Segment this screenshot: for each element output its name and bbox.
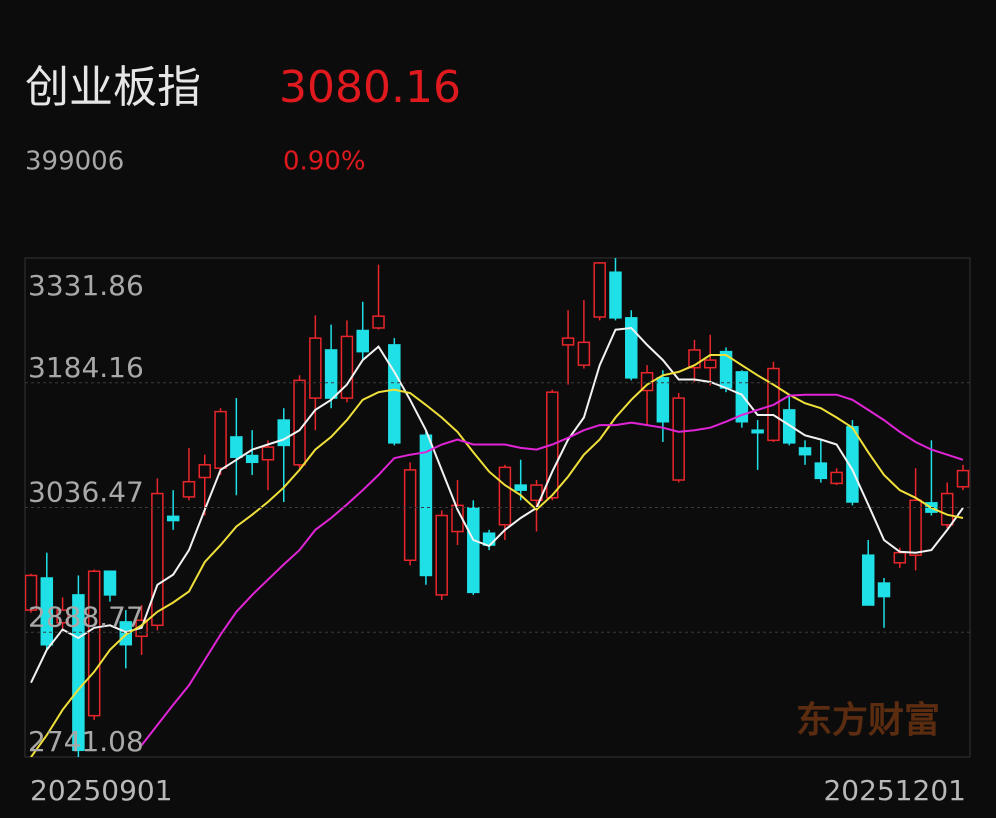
candle-body bbox=[166, 515, 180, 522]
candle-body bbox=[656, 377, 670, 423]
candle-body bbox=[419, 434, 433, 577]
candle-body bbox=[909, 499, 922, 556]
candle-body bbox=[309, 337, 322, 399]
candle-body bbox=[403, 469, 417, 562]
candle-body bbox=[704, 359, 717, 369]
candle-body bbox=[561, 337, 575, 346]
candle-body bbox=[261, 446, 275, 461]
x-tick-label: 20251201 bbox=[823, 774, 966, 807]
candle-body bbox=[324, 349, 338, 399]
candle-body bbox=[751, 429, 764, 434]
index-change: 0.90% bbox=[283, 147, 366, 177]
y-tick-label: 2888.77 bbox=[28, 600, 144, 633]
moving-average-line bbox=[140, 393, 964, 746]
candle-body bbox=[814, 462, 828, 480]
y-tick-label: 3036.47 bbox=[28, 476, 144, 509]
candle-body bbox=[893, 551, 907, 564]
index-price: 3080.16 bbox=[279, 62, 461, 113]
candle-body bbox=[293, 379, 306, 466]
candle-body bbox=[151, 492, 164, 627]
candle-body bbox=[245, 454, 259, 464]
candle-body bbox=[198, 464, 212, 479]
candle-body bbox=[230, 436, 243, 458]
candle-body bbox=[277, 419, 290, 447]
candle-body bbox=[435, 514, 448, 596]
y-tick-label: 3331.86 bbox=[28, 269, 144, 302]
candle-body bbox=[688, 349, 701, 369]
candle-body bbox=[388, 344, 401, 444]
candle-body bbox=[25, 574, 38, 611]
candle-body bbox=[956, 469, 970, 488]
candle-body bbox=[498, 466, 512, 526]
candle-body bbox=[940, 492, 954, 526]
candle-body bbox=[625, 317, 638, 379]
candle-body bbox=[672, 397, 685, 481]
candle-body bbox=[609, 271, 622, 319]
candle-body bbox=[182, 480, 196, 498]
candle-body bbox=[372, 315, 385, 329]
candle-body bbox=[87, 570, 101, 717]
candle-body bbox=[514, 484, 527, 491]
plot-area bbox=[25, 258, 970, 757]
candle-body bbox=[103, 570, 117, 596]
candle-body bbox=[798, 447, 812, 456]
y-tick-label: 2741.08 bbox=[28, 725, 144, 758]
index-name: 创业板指 bbox=[25, 62, 201, 113]
moving-average-line bbox=[30, 354, 964, 757]
candle-body bbox=[56, 609, 69, 624]
candle-body bbox=[467, 507, 480, 594]
candle-body bbox=[735, 371, 749, 423]
candle-body bbox=[72, 594, 85, 752]
candle-body bbox=[577, 341, 591, 366]
candle-body bbox=[782, 409, 796, 444]
y-tick-label: 3184.16 bbox=[28, 351, 144, 384]
candle-body bbox=[356, 329, 369, 353]
candle-body bbox=[119, 621, 133, 646]
index-code: 399006 bbox=[25, 147, 124, 177]
candle-body bbox=[830, 471, 843, 485]
plot-frame bbox=[24, 257, 971, 758]
candle-body bbox=[40, 577, 54, 646]
candle-body bbox=[593, 262, 606, 318]
moving-average-line bbox=[30, 326, 964, 684]
x-tick-label: 20250901 bbox=[30, 774, 173, 807]
watermark: 东方财富 bbox=[796, 699, 940, 741]
candle-body bbox=[861, 554, 875, 606]
candle-body bbox=[877, 582, 891, 598]
candle-body bbox=[214, 410, 227, 469]
candle-body bbox=[340, 335, 354, 399]
candle-body bbox=[530, 484, 543, 502]
